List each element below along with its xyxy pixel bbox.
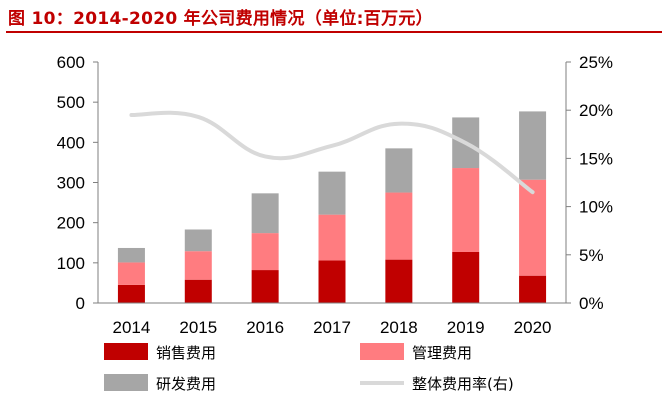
bar-sales-2015: [184, 279, 212, 303]
x-tick-label-2014: 2014: [113, 318, 151, 337]
bar-management-2018: [385, 192, 413, 260]
legend-rnd-swatch: [104, 374, 148, 391]
bar-sales-2016: [251, 270, 279, 303]
y-tick-label-0: 0: [76, 294, 85, 313]
bar-rnd-2017: [318, 171, 346, 215]
bar-sales-2019: [452, 251, 480, 303]
y2-tick-label-4: 20%: [579, 101, 613, 120]
x-tick-label-2015: 2015: [179, 318, 217, 337]
bar-rnd-2015: [184, 229, 212, 252]
x-tick-label-2020: 2020: [514, 318, 552, 337]
y-tick-label-200: 200: [57, 214, 85, 233]
legend-ratio-label: 整体费用率(右): [412, 375, 514, 393]
bar-management-2017: [318, 214, 346, 261]
x-tick-label-2017: 2017: [313, 318, 351, 337]
x-tick-label-2016: 2016: [246, 318, 284, 337]
legend-sales-label: 销售费用: [156, 344, 216, 362]
x-tick-label-2018: 2018: [380, 318, 418, 337]
bar-sales-2017: [318, 260, 346, 303]
bar-management-2016: [251, 233, 279, 271]
y2-tick-label-1: 5%: [579, 246, 604, 265]
axes-layer: 0 100 200 300 400 500 600 0% 5% 10% 15% 20% 25% 2014 2…: [57, 53, 613, 337]
bar-rnd-2016: [251, 193, 279, 234]
bar-management-2015: [184, 251, 212, 280]
legend-management-label: 管理费用: [412, 344, 472, 362]
y2-tick-label-2: 10%: [579, 198, 613, 217]
legend-management-swatch: [360, 343, 404, 360]
bar-management-2014: [117, 262, 145, 285]
legend-sales-swatch: [104, 343, 148, 360]
title-underline: [6, 31, 662, 33]
x-tick-label-2019: 2019: [447, 318, 485, 337]
bar-sales-2018: [385, 259, 413, 303]
y2-tick-label-5: 25%: [579, 53, 613, 72]
bar-rnd-2018: [385, 148, 413, 193]
y-tick-label-100: 100: [57, 254, 85, 273]
y2-tick-label-3: 15%: [579, 149, 613, 168]
bar-management-2019: [452, 168, 480, 252]
ratio-line-layer: [129, 110, 535, 195]
bar-sales-2020: [519, 275, 547, 303]
bar-rnd-2014: [117, 247, 145, 263]
bar-sales-2014: [117, 284, 145, 303]
ratio-line: [129, 110, 535, 195]
y-tick-label-300: 300: [57, 174, 85, 193]
bar-rnd-2020: [519, 111, 547, 180]
y2-tick-label-0: 0%: [579, 294, 604, 313]
legend-rnd-label: 研发费用: [156, 375, 216, 393]
chart-title: 图 10：2014-2020 年公司费用情况（单位:百万元）: [8, 9, 433, 29]
y-tick-label-600: 600: [57, 53, 85, 72]
bar-management-2020: [519, 179, 547, 276]
y-tick-label-500: 500: [57, 93, 85, 112]
bar-layer: [117, 111, 547, 303]
y-tick-label-400: 400: [57, 133, 85, 152]
